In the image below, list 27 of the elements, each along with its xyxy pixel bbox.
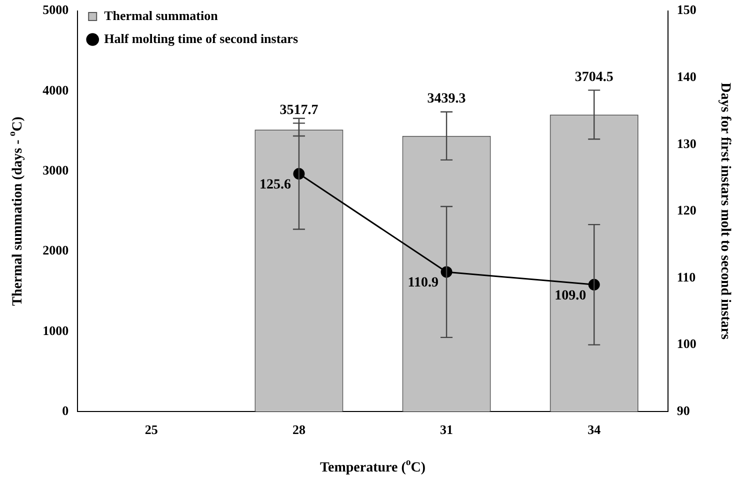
y2-tick-label: 110: [676, 269, 696, 284]
data-label: 3517.7: [280, 102, 318, 118]
data-label: 110.9: [408, 276, 439, 291]
x-tick-label: 34: [588, 422, 602, 437]
y-tick-label: 1000: [42, 322, 69, 338]
y2-tick-label: 100: [676, 336, 696, 352]
y-axis-title: Thermal summation (days - oC): [6, 116, 26, 306]
y2-tick-label: 140: [676, 68, 696, 84]
y2-tick-label: 90: [676, 402, 690, 418]
x-tick-label: 28: [292, 422, 306, 437]
y2-axis-title: Days for first instars molt to second instars: [717, 82, 732, 340]
legend-label: Half molting time of second instars: [104, 30, 298, 46]
y-tick-label: 3000: [42, 162, 69, 178]
y-tick-label: 2000: [42, 242, 69, 258]
x-tick-label: 25: [144, 422, 158, 437]
data-label: 125.6: [259, 177, 291, 192]
x-tick-label: 31: [440, 422, 454, 437]
y2-tick-label: 120: [676, 202, 696, 218]
y2-tick-label: 150: [676, 2, 696, 18]
data-label: 109.0: [554, 288, 586, 304]
data-label: 3439.3: [427, 91, 466, 106]
y-tick-label: 5000: [42, 2, 69, 18]
data-label: 3704.5: [574, 70, 614, 85]
y-tick-label: 0: [62, 402, 69, 418]
legend-label: Thermal summation: [104, 8, 219, 23]
y2-tick-label: 130: [676, 136, 696, 151]
y-tick-label: 4000: [42, 82, 69, 98]
